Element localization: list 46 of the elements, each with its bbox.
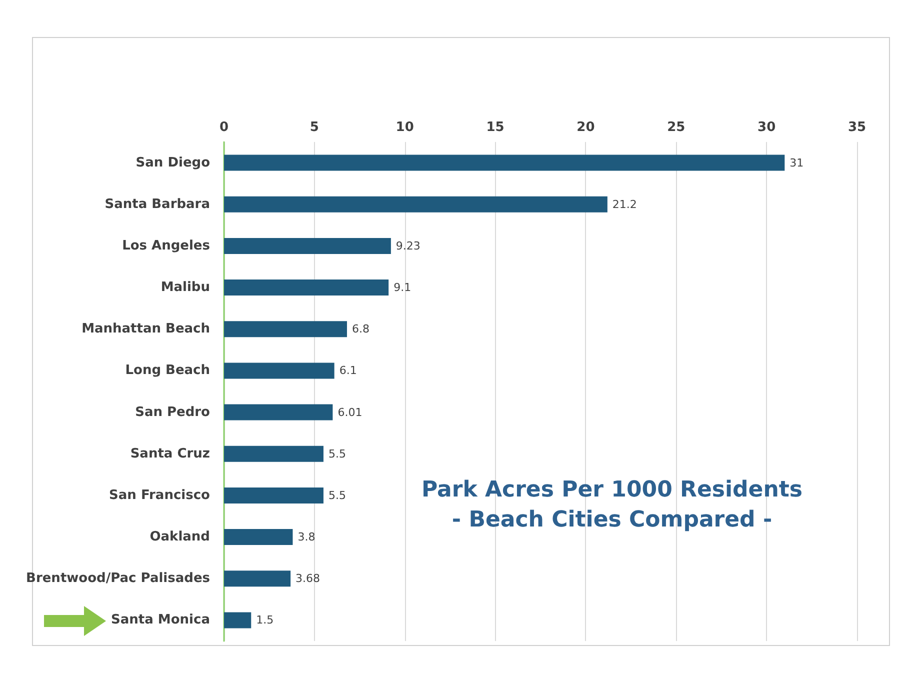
x-tick-label: 5 [310, 120, 319, 135]
bar [224, 487, 324, 504]
data-label: 31 [790, 156, 804, 170]
bar [224, 446, 324, 462]
data-label: 6.8 [352, 322, 370, 336]
x-tick-label: 15 [486, 120, 504, 135]
data-label: 9.1 [394, 281, 412, 294]
data-label: 5.5 [328, 488, 346, 502]
data-label: 1.5 [256, 614, 274, 627]
y-tick-label: Santa Cruz [130, 446, 210, 462]
x-tick-label: 25 [667, 120, 686, 135]
bar [224, 280, 389, 296]
bar [224, 238, 391, 254]
bar [224, 154, 785, 171]
x-tick-label: 20 [576, 120, 595, 135]
data-label: 21.2 [612, 198, 637, 211]
data-label: 5.5 [328, 447, 346, 460]
bar [224, 612, 252, 628]
text: - Beach Cities Compared - [452, 508, 772, 532]
bar [224, 570, 291, 587]
bar [224, 321, 347, 338]
y-tick-label: Santa Monica [111, 612, 210, 628]
x-tick-label: 10 [396, 120, 414, 135]
data-label: 3.68 [296, 572, 320, 586]
y-tick-label: Los Angeles [122, 238, 210, 254]
y-tick-label: Manhattan Beach [82, 322, 210, 337]
x-tick-label: 0 [219, 120, 229, 135]
bar [224, 404, 333, 420]
y-tick-label: San Francisco [109, 488, 210, 503]
text: Park Acres Per 1000 Residents [422, 478, 802, 502]
y-tick-label: San Pedro [135, 404, 210, 420]
y-tick-label: Long Beach [125, 363, 210, 378]
data-label: 9.23 [396, 239, 420, 252]
data-label: 3.8 [298, 530, 316, 544]
y-tick-label: Santa Barbara [104, 196, 210, 212]
y-tick-label: Oakland [150, 530, 210, 545]
x-tick-label: 35 [848, 120, 866, 135]
bar [224, 362, 334, 379]
y-tick-label: Malibu [160, 280, 210, 296]
data-label: 6.01 [338, 406, 362, 419]
y-tick-label: Brentwood/Pac Palisades [26, 571, 210, 586]
data-label: 6.1 [339, 364, 357, 378]
x-tick-label: 30 [758, 120, 776, 135]
bar [224, 196, 608, 212]
y-tick-label: San Diego [136, 155, 210, 170]
bar [224, 529, 293, 546]
